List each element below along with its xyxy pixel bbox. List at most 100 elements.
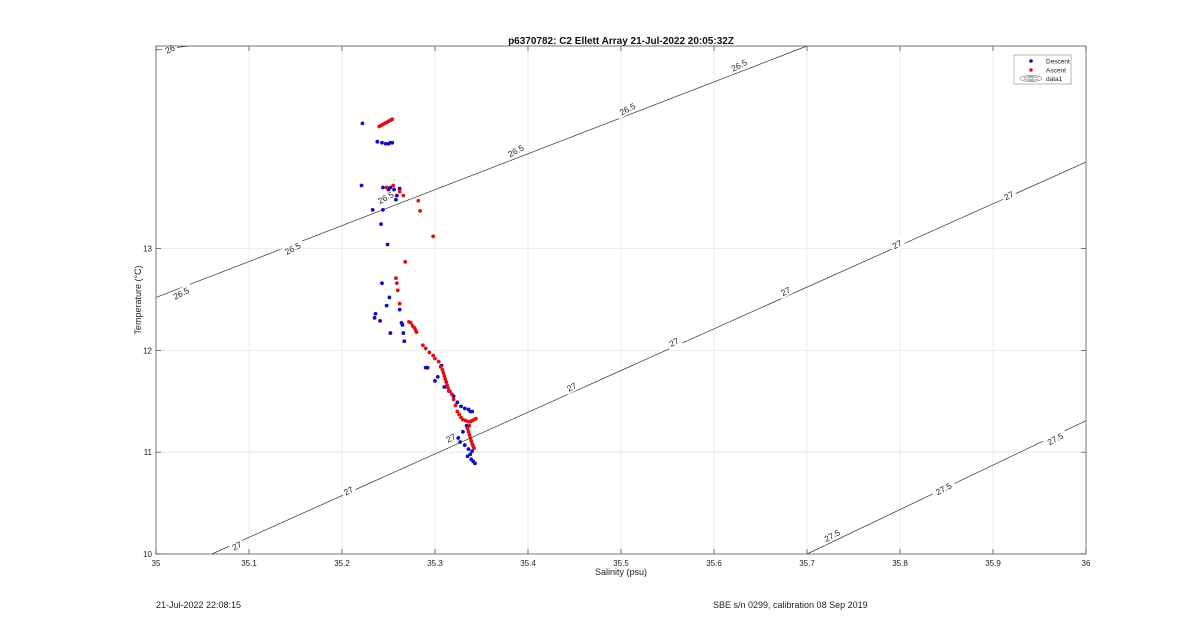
descent-point — [370, 208, 375, 212]
data-points — [359, 117, 478, 466]
descent-point — [425, 365, 430, 370]
ascent-point — [449, 392, 454, 397]
descent-point — [383, 141, 388, 146]
x-tick-label: 35.2 — [334, 559, 350, 568]
descent-point — [385, 242, 390, 247]
footer-timestamp: 21-Jul-2022 22:08:15 — [156, 600, 242, 610]
density-contour-labels: 2626.526.526.526.526.526.527272727272727… — [161, 41, 1069, 554]
descent-point — [359, 183, 364, 188]
x-axis-ticks: 35 35.1 35.2 35.3 35.4 35.5 35.6 35.7 35.8 35.9 36 — [152, 46, 1091, 568]
descent-point — [375, 139, 380, 144]
ascent-point — [390, 117, 395, 122]
x-tick-label: 35 — [152, 559, 161, 568]
y-tick-label: 10 — [143, 550, 152, 559]
legend-descent-label: Descent — [1046, 59, 1070, 66]
x-tick-label: 35.8 — [892, 559, 908, 568]
descent-point — [462, 406, 467, 411]
contour-line-26-5 — [155, 45, 808, 298]
descent-point — [456, 436, 461, 440]
contour-label-bg — [888, 236, 906, 253]
ascent-point — [466, 429, 471, 434]
descent-point — [459, 404, 463, 409]
legend-contour-icon — [1019, 75, 1043, 82]
ascent-point — [474, 416, 478, 421]
descent-point — [442, 385, 447, 389]
ascent-point — [467, 432, 472, 437]
contour-label-bg — [228, 538, 246, 554]
ascent-point — [453, 403, 458, 408]
descent-point — [373, 311, 378, 316]
contour-label-bg — [168, 283, 195, 304]
descent-point — [435, 374, 440, 379]
legend: Descent Ascent data1 — [1013, 54, 1072, 85]
descent-point — [394, 193, 399, 198]
y-tick-label: 12 — [143, 346, 152, 355]
contour-label-bg — [563, 379, 581, 395]
ascent-point — [408, 321, 413, 325]
ascent-point — [418, 209, 423, 213]
ascent-point — [447, 389, 452, 394]
contour-label-bg — [1042, 428, 1069, 450]
x-tick-label: 35.7 — [799, 559, 815, 568]
descent-point — [461, 429, 465, 434]
ascent-point — [391, 183, 396, 188]
x-tick-label: 35.1 — [241, 559, 257, 568]
contour-label-bg — [372, 187, 399, 208]
contour-label-bg — [726, 55, 753, 76]
x-tick-label: 35.6 — [706, 559, 722, 568]
ascent-point — [433, 356, 437, 361]
descent-point — [387, 295, 392, 300]
descent-point — [380, 281, 384, 286]
contour-label-bg — [930, 478, 957, 499]
descent-point — [468, 452, 473, 457]
contour-line-27 — [211, 161, 1087, 555]
descent-point — [372, 315, 377, 320]
ascent-point — [442, 373, 447, 378]
ascent-point — [444, 380, 449, 384]
ascent-point — [427, 350, 432, 355]
descent-point — [388, 331, 393, 335]
ascent-point — [446, 386, 450, 390]
contour-label-bg — [339, 483, 358, 499]
y-axis-ticks: 10 11 12 13 — [143, 245, 1086, 559]
descent-point — [394, 197, 398, 202]
descent-point — [360, 121, 365, 126]
y-tick-label: 11 — [144, 448, 153, 457]
legend-ascent-marker — [1029, 68, 1033, 72]
ascent-point — [467, 423, 472, 428]
ascent-point — [468, 436, 473, 440]
ascent-point — [472, 446, 476, 451]
grid — [156, 46, 1086, 554]
ascent-point — [469, 439, 474, 443]
contour-label-bg — [502, 140, 529, 161]
descent-point — [381, 208, 385, 212]
legend-descent-marker — [1029, 59, 1033, 63]
descent-point — [400, 323, 405, 327]
contour-label-bg — [161, 41, 179, 57]
y-tick-label: 13 — [143, 245, 152, 254]
descent-point — [384, 303, 389, 308]
descent-point — [388, 185, 393, 190]
ascent-point — [465, 426, 470, 431]
ascent-point — [394, 281, 399, 286]
descent-point — [465, 454, 470, 459]
contour-label: 27 — [230, 539, 243, 552]
ascent-point — [395, 288, 400, 293]
ascent-point — [436, 359, 441, 364]
y-axis-label: Temperature (°C) — [133, 265, 143, 334]
descent-point — [390, 140, 395, 145]
descent-point — [378, 318, 383, 323]
contour-label-bg — [819, 525, 846, 546]
ascent-point — [416, 198, 421, 203]
x-tick-label: 35.5 — [613, 559, 629, 568]
ascent-point — [394, 276, 398, 281]
ascent-point — [421, 343, 425, 348]
contour-label: 27 — [779, 285, 792, 298]
contour-label-bg — [614, 99, 641, 120]
descent-point — [381, 185, 385, 190]
descent-point — [380, 140, 384, 145]
ascent-point — [431, 353, 436, 358]
footer-calibration: SBE s/n 0299, calibration 08 Sep 2019 — [713, 600, 868, 610]
descent-point — [379, 222, 383, 227]
